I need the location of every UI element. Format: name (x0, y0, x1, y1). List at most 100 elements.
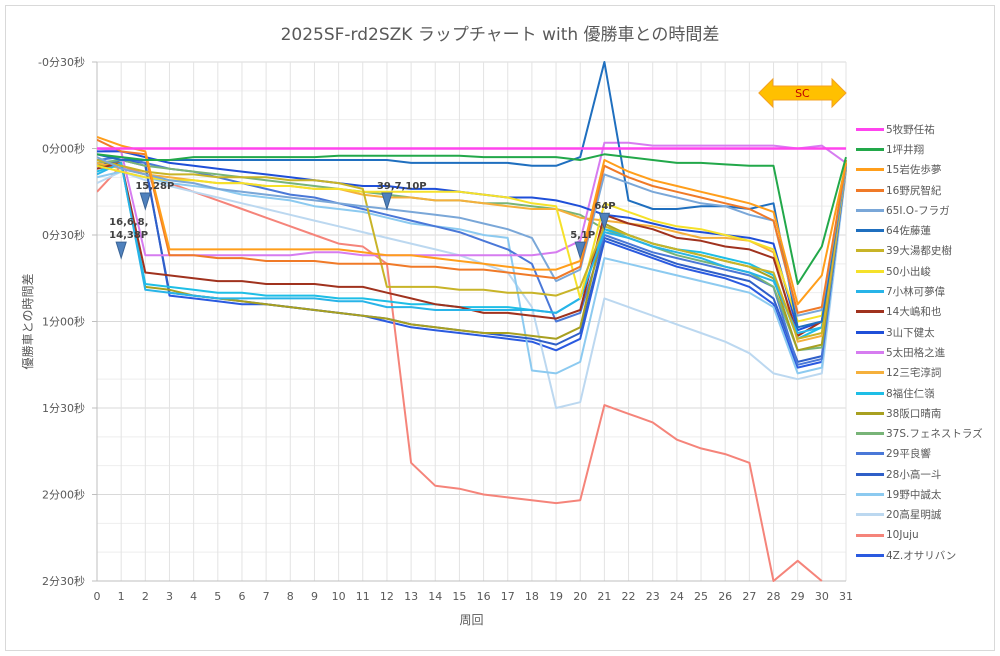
pit-marker-label: 5,1P (570, 230, 595, 241)
pit-marker-label: 64P (594, 201, 615, 212)
legend-item: 65I.O-フラガ (856, 200, 996, 220)
legend-item: 1坪井翔 (856, 139, 996, 159)
x-tick-label: 26 (718, 590, 732, 603)
y-tick-label: -0分30秒 (38, 55, 85, 69)
x-tick-label: 15 (452, 590, 466, 603)
x-tick-label: 28 (767, 590, 781, 603)
legend-label: 12三宅淳詞 (886, 367, 942, 380)
legend-label: 3山下健太 (886, 326, 935, 339)
legend-item: 3山下健太 (856, 322, 996, 342)
legend-item: 5太田格之進 (856, 342, 996, 362)
x-tick-label: 20 (573, 590, 587, 603)
x-tick-label: 0 (94, 590, 101, 603)
series-line (97, 170, 847, 409)
legend-swatch (856, 472, 884, 476)
legend-swatch (856, 249, 884, 253)
legend-item: 37S.フェネストラズ (856, 423, 996, 443)
series-line (97, 161, 847, 334)
legend-swatch (856, 229, 884, 233)
y-tick-label: 0分30秒 (42, 228, 85, 242)
legend-item: 14大嶋和也 (856, 302, 996, 322)
x-tick-label: 31 (839, 590, 853, 603)
x-tick-label: 11 (356, 590, 370, 603)
x-tick-label: 4 (190, 590, 197, 603)
series-line (97, 138, 847, 314)
legend-item: 20高星明誠 (856, 505, 996, 525)
x-tick-label: 27 (742, 590, 756, 603)
legend-item: 12三宅淳詞 (856, 363, 996, 383)
series-line (97, 156, 847, 317)
legend-item: 7小林可夢偉 (856, 281, 996, 301)
x-tick-label: 7 (263, 590, 270, 603)
legend-item: 64佐藤蓮 (856, 220, 996, 240)
y-tick-label: 2分00秒 (42, 488, 85, 502)
x-tick-label: 18 (525, 590, 539, 603)
y-tick-label: 1分30秒 (42, 401, 85, 415)
y-tick-label: 2分30秒 (42, 574, 85, 588)
pit-marker-icon (574, 241, 586, 260)
pit-marker-icon (381, 192, 393, 211)
x-tick-label: 22 (622, 590, 636, 603)
legend-item: 10Juju (856, 525, 996, 545)
series-line (97, 162, 847, 323)
x-tick-label: 13 (404, 590, 418, 603)
legend-label: 8福住仁嶺 (886, 387, 935, 400)
legend-label: 39大湯都史樹 (886, 245, 952, 258)
legend-swatch (856, 411, 884, 415)
x-tick-label: 1 (118, 590, 125, 603)
legend-item: 28小高一斗 (856, 464, 996, 484)
x-tick-label: 16 (477, 590, 491, 603)
safety-car-label: SC (795, 87, 810, 100)
legend-item: 29平良響 (856, 444, 996, 464)
x-tick-label: 9 (311, 590, 318, 603)
series-line (97, 161, 847, 343)
legend-label: 4Z.オサリバン (886, 549, 957, 562)
legend-swatch (856, 290, 884, 294)
series-line (97, 153, 847, 285)
legend-item: 15岩佐歩夢 (856, 160, 996, 180)
pit-marker-label: 15,28P (135, 181, 174, 192)
legend-item: 38阪口晴南 (856, 403, 996, 423)
x-tick-label: 24 (670, 590, 684, 603)
legend-swatch (856, 492, 884, 496)
legend-label: 50小出峻 (886, 265, 931, 278)
x-tick-label: 2 (142, 590, 149, 603)
pit-marker-icon (115, 241, 127, 260)
legend-label: 20高星明誠 (886, 509, 942, 522)
x-tick-label: 21 (597, 590, 611, 603)
legend-swatch (856, 371, 884, 375)
x-tick-label: 30 (815, 590, 829, 603)
legend-swatch (856, 127, 884, 131)
legend-label: 7小林可夢偉 (886, 286, 946, 299)
legend-swatch (856, 269, 884, 273)
chart-legend: 5牧野任祐 1坪井翔 15岩佐歩夢 16野尻智紀 65I.O-フラガ 64佐藤蓮 39大湯都… (856, 119, 996, 566)
legend-item: 19野中誠太 (856, 484, 996, 504)
x-tick-label: 25 (694, 590, 708, 603)
series-line (97, 136, 847, 306)
legend-label: 15岩佐歩夢 (886, 164, 942, 177)
chart-title: 2025SF-rd2SZK ラップチャート with 優勝車との時間差 (280, 25, 720, 45)
x-tick-label: 10 (332, 590, 346, 603)
x-tick-label: 14 (428, 590, 442, 603)
legend-item: 5牧野任祐 (856, 119, 996, 139)
legend-label: 14大嶋和也 (886, 306, 942, 319)
pit-marker-icon (139, 192, 152, 211)
legend-swatch (856, 188, 884, 192)
legend-swatch (856, 391, 884, 395)
legend-label: 1坪井翔 (886, 143, 925, 156)
legend-label: 10Juju (886, 529, 919, 542)
legend-item: 39大湯都史樹 (856, 241, 996, 261)
legend-swatch (856, 208, 884, 212)
x-tick-label: 8 (287, 590, 294, 603)
legend-swatch (856, 513, 884, 517)
legend-item: 8福住仁嶺 (856, 383, 996, 403)
series-group (97, 61, 847, 582)
x-tick-label: 17 (501, 590, 515, 603)
legend-label: 29平良響 (886, 448, 931, 461)
legend-swatch (856, 553, 884, 557)
legend-item: 16野尻智紀 (856, 180, 996, 200)
legend-label: 19野中誠太 (886, 488, 942, 501)
pit-marker-label: 14,38P (109, 230, 148, 241)
series-line (97, 161, 847, 340)
x-tick-label: 19 (549, 590, 563, 603)
